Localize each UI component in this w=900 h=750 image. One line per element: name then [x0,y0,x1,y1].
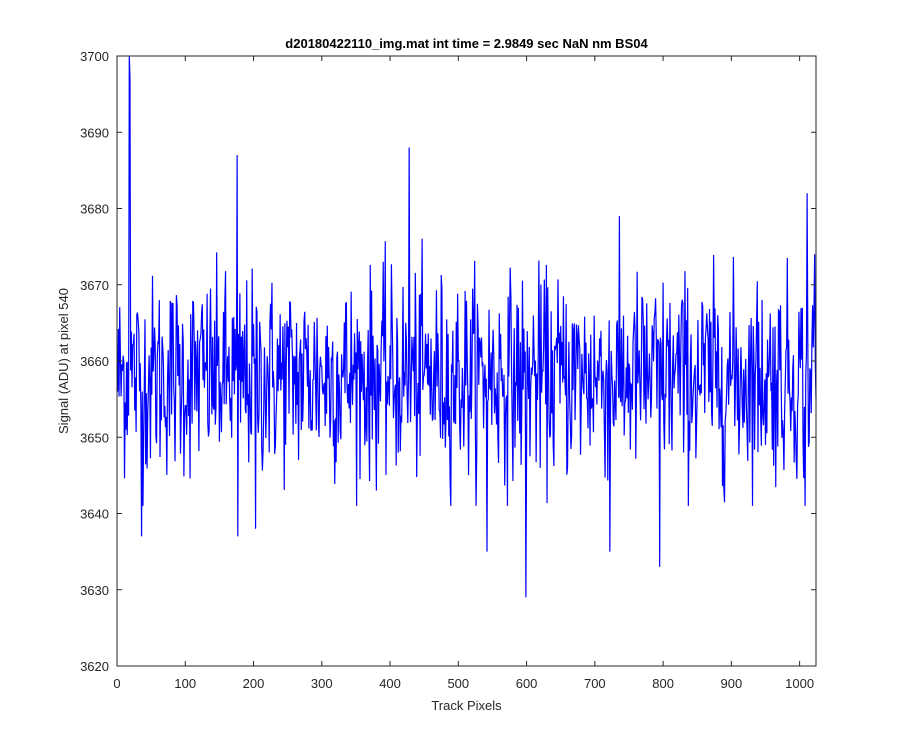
y-tick-label: 3690 [80,125,109,140]
x-tick-label: 600 [516,676,538,691]
x-tick-label: 0 [113,676,120,691]
y-tick-label: 3650 [80,430,109,445]
y-tick-label: 3630 [80,583,109,598]
x-axis-ticks: 0 100 200 300 400 500 600 700 800 900 1000 [113,56,814,691]
y-axis-ticks: 3620 3630 3640 3650 3660 3670 3680 3690 3700 [80,49,816,674]
y-tick-label: 3620 [80,659,109,674]
plot-frame [116,55,817,667]
y-tick-label: 3680 [80,202,109,217]
series-line [117,55,817,598]
x-tick-label: 800 [652,676,674,691]
data-series [117,55,817,598]
x-tick-label: 300 [311,676,333,691]
x-tick-label: 500 [447,676,469,691]
chart-title: d20180422110_img.mat int time = 2.9849 s… [285,36,648,51]
x-axis-label: Track Pixels [431,698,502,713]
y-axis-label: Signal (ADU) at pixel 540 [56,288,71,434]
x-tick-label: 1000 [785,676,814,691]
y-tick-label: 3660 [80,354,109,369]
x-tick-label: 200 [243,676,265,691]
x-tick-label: 100 [174,676,196,691]
y-tick-label: 3670 [80,278,109,293]
x-tick-label: 700 [584,676,606,691]
y-tick-label: 3640 [80,507,109,522]
y-tick-label: 3700 [80,49,109,64]
x-tick-label: 900 [721,676,743,691]
x-tick-label: 400 [379,676,401,691]
